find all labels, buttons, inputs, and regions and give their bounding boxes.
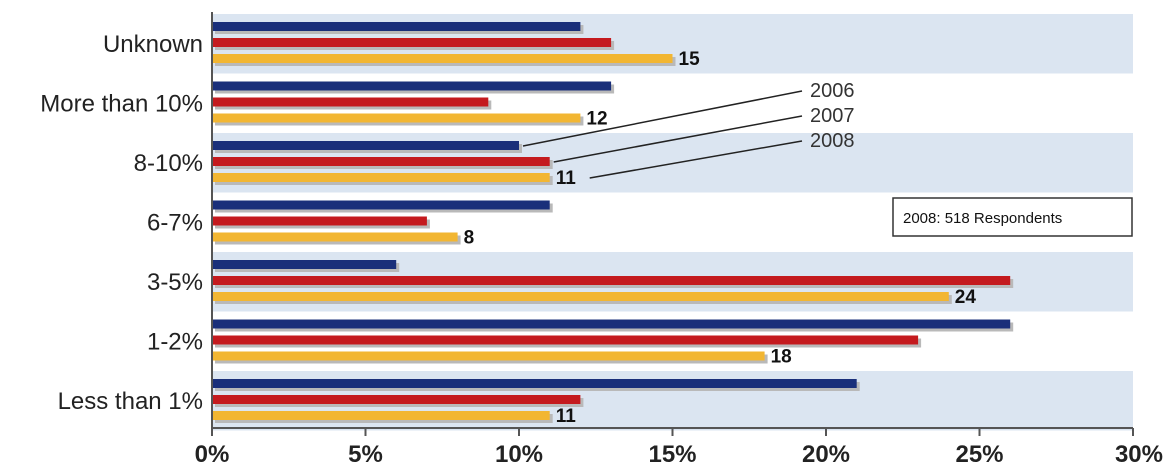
bar-2006-8-10	[212, 141, 519, 150]
bar-2007-1-2	[212, 335, 919, 345]
category-label-more-than-10: More than 10%	[40, 90, 203, 117]
data-label-8-10: 11	[556, 168, 577, 189]
callout-line-2007	[553, 115, 803, 163]
x-tick-label-1: 5%	[348, 441, 383, 468]
bar-2006-1-2	[212, 319, 1011, 329]
data-label-3-5: 24	[955, 287, 977, 308]
bar-2006-less-than-1	[212, 379, 857, 388]
series-label-2006: 2006	[810, 80, 855, 102]
data-label-unknown: 15	[679, 49, 701, 70]
category-labels: Unknown More than 10% 8-10% 6-7% 3-5% 1-2% Les…	[40, 31, 203, 415]
bar-2007-6-7	[212, 216, 427, 226]
bar-2006-unknown	[212, 22, 581, 31]
bar-2008-3-5	[212, 292, 949, 301]
category-label-unknown: Unknown	[103, 31, 203, 58]
data-label-1-2: 18	[771, 347, 792, 368]
series-label-2007: 2007	[810, 105, 855, 127]
data-label-more-than-10: 12	[586, 109, 607, 130]
data-label-6-7: 8	[464, 228, 475, 249]
category-label-3-5: 3-5%	[147, 269, 203, 296]
category-label-8-10: 8-10%	[134, 150, 203, 177]
bar-2007-less-than-1	[212, 395, 581, 404]
bar-2006-3-5	[212, 260, 397, 269]
bar-2008-1-2	[212, 351, 765, 361]
bar-2006-more-than-10	[212, 81, 612, 91]
bars: 15 12 11 8 24 18 11	[212, 22, 1014, 427]
bar-2007-3-5	[212, 276, 1011, 285]
category-label-6-7: 6-7%	[147, 209, 203, 236]
x-ticks: 0% 5% 10% 15% 20% 25% 30%	[195, 428, 1163, 468]
bar-2007-unknown	[212, 38, 612, 47]
x-tick-label-2: 10%	[495, 441, 543, 468]
bar-2007-8-10	[212, 157, 550, 166]
series-callouts: 2006 2007 2008	[522, 80, 855, 179]
bar-2008-8-10	[212, 173, 550, 182]
bar-2008-unknown	[212, 54, 673, 63]
x-tick-label-5: 25%	[955, 441, 1003, 468]
bar-2008-more-than-10	[212, 113, 581, 123]
callout-line-2008	[589, 140, 803, 179]
bar-2008-less-than-1	[212, 411, 550, 420]
x-tick-label-0: 0%	[195, 441, 230, 468]
respondents-note-box	[892, 197, 1133, 237]
category-label-less-than-1: Less than 1%	[58, 388, 203, 415]
bar-2008-6-7	[212, 232, 458, 242]
x-tick-label-6: 30%	[1115, 441, 1163, 468]
x-tick-label-4: 20%	[802, 441, 850, 468]
callout-line-2006	[522, 90, 803, 147]
data-label-less-than-1: 11	[556, 406, 577, 427]
respondents-note: 2008: 518 Respondents	[892, 197, 1133, 237]
category-label-1-2: 1-2%	[147, 328, 203, 355]
bar-2007-more-than-10	[212, 97, 489, 107]
x-tick-label-3: 15%	[648, 441, 696, 468]
bar-2006-6-7	[212, 200, 550, 210]
series-label-2008: 2008	[810, 130, 855, 152]
respondents-note-text: 2008: 518 Respondents	[903, 210, 1062, 227]
